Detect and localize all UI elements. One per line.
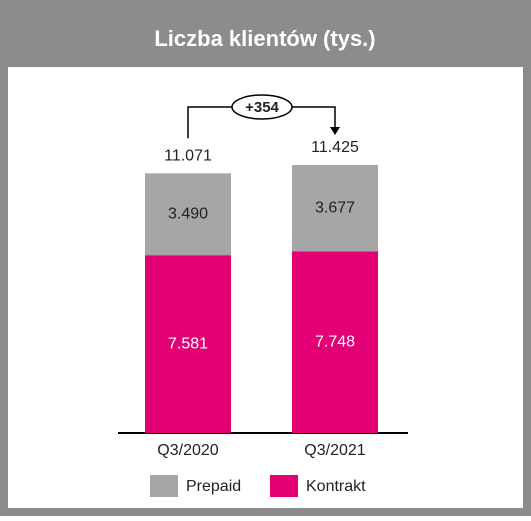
- annotation: +354: [245, 99, 279, 116]
- bar-segment: [292, 251, 378, 433]
- arrow-head: [330, 127, 340, 135]
- value-label: 7.748: [315, 333, 355, 350]
- panel: [8, 67, 523, 508]
- x-tick-label: Q3/2020: [157, 442, 218, 459]
- legend-swatch: [150, 475, 178, 497]
- value-label: 3.677: [315, 199, 355, 216]
- value-label: 3.490: [168, 205, 208, 222]
- bar-segment: [292, 165, 378, 252]
- bar-segment: [145, 255, 231, 433]
- bar-segment: [145, 173, 231, 256]
- legend-swatch: [270, 475, 298, 497]
- annotation-bubble: [231, 94, 293, 120]
- legend-label: Prepaid: [186, 478, 241, 495]
- total-label: 11.425: [311, 139, 359, 156]
- value-label: 7.581: [168, 335, 208, 352]
- chart-title: Liczba klientów (tys.): [154, 26, 375, 51]
- x-tick-label: Q3/2021: [304, 442, 365, 459]
- legend-label: Kontrakt: [306, 478, 366, 495]
- total-label: 11.071: [164, 148, 212, 165]
